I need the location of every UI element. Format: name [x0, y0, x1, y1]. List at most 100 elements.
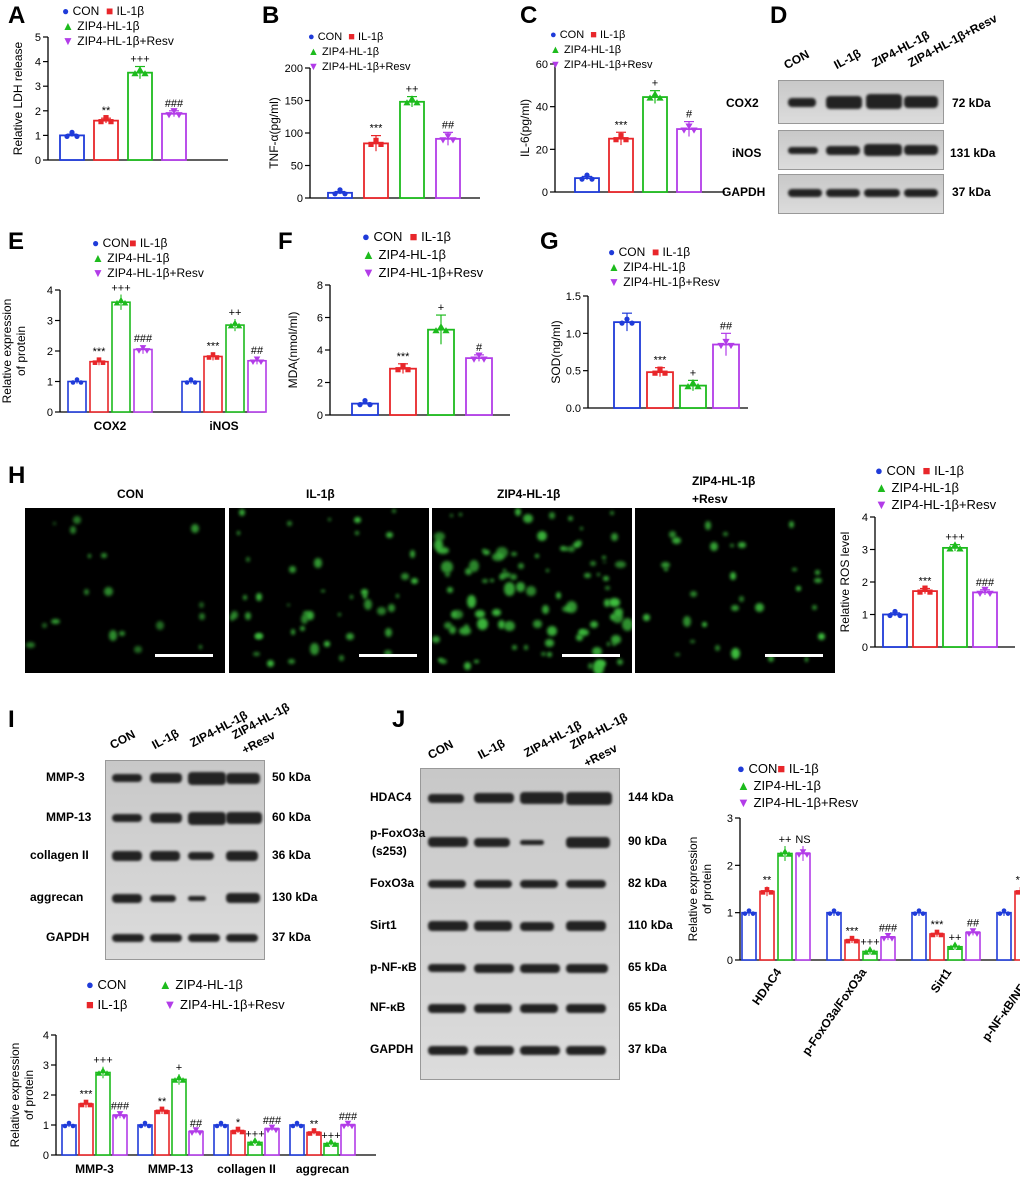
- y-tick-label: 0: [862, 642, 868, 654]
- bar: [399, 100, 425, 199]
- bar: [996, 911, 1012, 961]
- cell-fluorescence: [796, 586, 802, 591]
- data-point: [777, 851, 785, 857]
- legend-zip: ZIP4-HL-1β: [563, 44, 622, 56]
- bar: [340, 1124, 356, 1156]
- y-tick-label: 60: [536, 59, 548, 71]
- cell-fluorescence: [547, 652, 552, 658]
- cell-fluorescence: [579, 629, 585, 634]
- data-point: [912, 911, 918, 916]
- legend-con: CON: [748, 761, 778, 776]
- cell-fluorescence: [286, 603, 291, 607]
- cell-fluorescence: [533, 619, 542, 629]
- legend-con: CON: [317, 31, 343, 43]
- data-point: [214, 355, 220, 360]
- legend-il-marker: ■: [922, 463, 931, 478]
- data-point: [92, 360, 98, 365]
- bar: [89, 360, 109, 413]
- cell-fluorescence: [663, 567, 668, 571]
- scale-bar: [155, 654, 213, 657]
- legend-il-marker: ■: [86, 997, 94, 1012]
- bar: [741, 911, 757, 961]
- significance-label: +++: [245, 1129, 264, 1141]
- cell-fluorescence: [602, 561, 606, 564]
- legend-con-marker: ●: [308, 31, 315, 43]
- cell-fluorescence: [511, 552, 518, 557]
- bar: [929, 933, 945, 961]
- legend-il: IL-1β: [600, 29, 626, 41]
- blot-kda: 144 kDa: [628, 790, 674, 804]
- blot-band: [150, 813, 182, 823]
- blot-kda: 36 kDa: [272, 848, 311, 862]
- blot-band: [474, 963, 514, 973]
- blot-row-sublabel: (s253): [372, 844, 407, 858]
- blot-kda: 130 kDa: [272, 890, 318, 904]
- legend-zip-marker: ▲: [737, 778, 750, 793]
- data-point: [327, 1138, 335, 1144]
- legend-con: CON: [72, 4, 100, 18]
- data-point: [437, 323, 445, 330]
- significance-label: **: [158, 1096, 167, 1108]
- data-point: [973, 931, 981, 937]
- data-point: [947, 944, 955, 951]
- blot-band: [826, 189, 860, 197]
- cell-fluorescence: [818, 632, 826, 640]
- data-point: [849, 935, 855, 941]
- data-point: [403, 99, 411, 106]
- legend-con-marker: ●: [875, 463, 883, 478]
- micrograph-title: ZIP4-HL-1β: [692, 474, 756, 488]
- cell-fluorescence: [118, 631, 125, 636]
- legend-a: ● CON ■ IL-1β ▲ ZIP4-HL-1β ▼ ZIP4-HL-1β+…: [62, 4, 174, 49]
- y-tick-label: 1.0: [566, 328, 581, 340]
- cell-fluorescence: [242, 595, 248, 601]
- blot-band: [904, 96, 938, 108]
- data-point: [255, 1140, 263, 1146]
- y-tick-label: 8: [317, 280, 323, 292]
- data-point: [311, 1128, 317, 1133]
- data-point: [87, 1102, 93, 1108]
- bar: [67, 380, 87, 413]
- cell-fluorescence: [52, 521, 57, 526]
- legend-resv: ZIP4-HL-1β+Resv: [378, 265, 484, 280]
- y-axis-label: Relative LDH release: [11, 41, 25, 155]
- blot-band: [474, 880, 512, 888]
- chart-h: 0 1 2 3 4 Relative ROS level *** +++ ###: [838, 512, 1015, 654]
- legend-zip-marker: ▲: [875, 480, 888, 495]
- data-point: [760, 890, 766, 895]
- data-point: [146, 1123, 152, 1129]
- blot-row-label: GAPDH: [46, 930, 90, 944]
- data-point: [290, 1123, 296, 1129]
- legend-zip-marker: ▲: [92, 251, 104, 265]
- blot-kda: 90 kDa: [628, 834, 667, 848]
- data-point: [251, 1137, 259, 1143]
- cell-fluorescence: [496, 546, 509, 558]
- blot-kda: 65 kDa: [628, 960, 667, 974]
- data-point: [781, 848, 789, 854]
- legend-resv-marker: ▼: [62, 34, 74, 48]
- data-point: [95, 1070, 103, 1076]
- legend-resv-marker: ▼: [163, 997, 177, 1012]
- data-point: [589, 176, 595, 182]
- bar: [363, 142, 389, 199]
- blot-band: [520, 963, 560, 973]
- cell-fluorescence: [804, 657, 809, 662]
- data-point: [344, 1120, 352, 1127]
- cell-fluorescence: [591, 646, 603, 656]
- blot-band: [520, 839, 544, 845]
- cell-fluorescence: [668, 531, 676, 538]
- data-point: [845, 938, 851, 944]
- blot-band: [150, 894, 176, 902]
- data-point: [432, 327, 440, 334]
- y-axis-label: IL-6(pg/ml): [518, 99, 532, 157]
- cell-fluorescence: [386, 531, 394, 538]
- y-tick-label: 0: [542, 187, 548, 199]
- bar: [795, 852, 811, 961]
- data-point: [981, 586, 989, 593]
- data-point: [413, 99, 421, 106]
- y-tick-label: 5: [35, 32, 41, 44]
- data-point: [298, 1123, 304, 1129]
- blot-band: [566, 880, 606, 888]
- legend-con-marker: ●: [362, 229, 370, 244]
- cell-fluorescence: [363, 598, 372, 611]
- cell-fluorescence: [791, 568, 797, 572]
